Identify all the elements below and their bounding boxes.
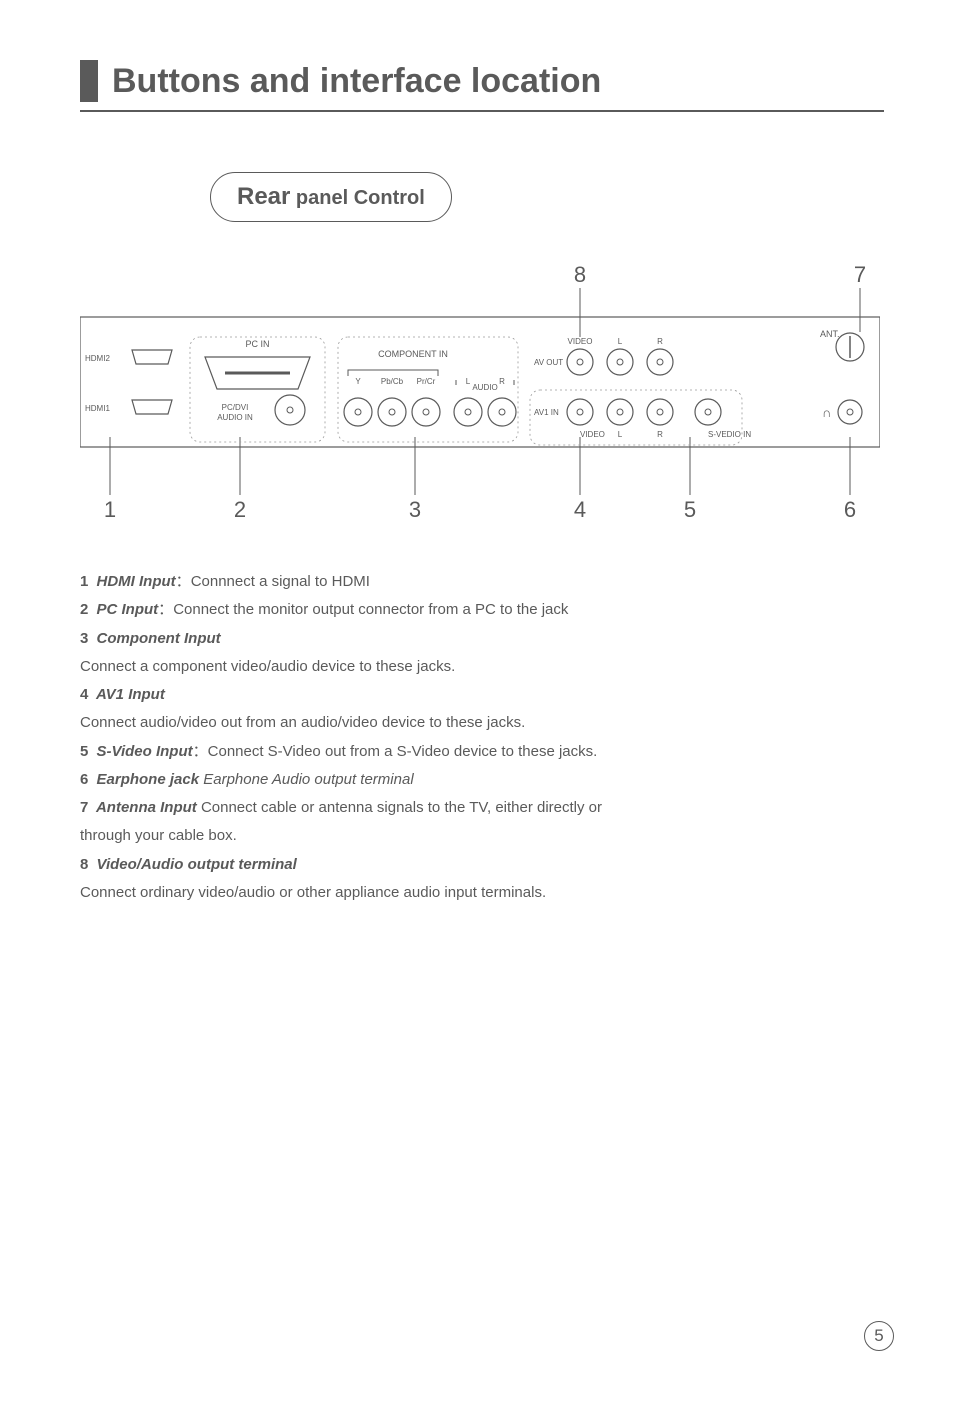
definition-item: 2 PC Input：Connect the monitor output co… (80, 600, 884, 620)
item-desc: Earphone Audio output terminal (199, 771, 414, 788)
svg-text:R: R (657, 430, 663, 439)
svg-text:L: L (618, 337, 623, 346)
item-number: 7 (80, 799, 88, 816)
svg-text:PC/DVI: PC/DVI (222, 403, 249, 412)
svg-text:∩: ∩ (822, 405, 831, 420)
svg-text:5: 5 (684, 497, 696, 522)
definition-item: 6 Earphone jack Earphone Audio output te… (80, 770, 884, 790)
item-subline: through your cable box. (80, 826, 884, 846)
svg-text:S-VEDIO IN: S-VEDIO IN (708, 430, 751, 439)
svg-text:6: 6 (844, 497, 856, 522)
item-desc: Connect S-Video out from a S-Video devic… (208, 743, 598, 760)
item-title: PC Input (92, 601, 158, 618)
page-number-wrap: 5 (864, 1321, 894, 1351)
svg-text:AUDIO: AUDIO (472, 383, 497, 392)
svg-text:L: L (466, 377, 471, 386)
svg-text:7: 7 (854, 262, 866, 287)
item-sep: ： (158, 601, 173, 618)
item-title: Antenna Input (92, 799, 196, 816)
definition-item: 7 Antenna Input Connect cable or antenna… (80, 798, 884, 818)
svg-text:HDMI2: HDMI2 (85, 354, 110, 363)
svg-text:4: 4 (574, 497, 586, 522)
svg-text:Pb/Cb: Pb/Cb (381, 377, 404, 386)
item-desc: Connect cable or antenna signals to the … (197, 799, 602, 816)
item-title: S-Video Input (92, 743, 192, 760)
badge-rest: panel Control (290, 187, 424, 209)
svg-text:ANT.: ANT. (820, 329, 840, 339)
item-sep: ： (176, 573, 191, 590)
svg-text:2: 2 (234, 497, 246, 522)
svg-text:VIDEO: VIDEO (580, 430, 605, 439)
definition-item: 5 S-Video Input：Connect S-Video out from… (80, 742, 884, 762)
section-badge: Rear panel Control (210, 172, 452, 222)
svg-text:Pr/Cr: Pr/Cr (417, 377, 436, 386)
title-accent-bar (80, 60, 98, 102)
svg-text:AV OUT: AV OUT (534, 358, 563, 367)
definitions-list: 1 HDMI Input：Connnect a signal to HDMI2 … (80, 572, 884, 903)
item-desc: Connnect a signal to HDMI (191, 573, 370, 590)
item-number: 4 (80, 686, 88, 703)
badge-strong: Rear (237, 183, 290, 210)
item-number: 5 (80, 743, 88, 760)
svg-text:R: R (657, 337, 663, 346)
svg-text:HDMI1: HDMI1 (85, 404, 110, 413)
item-number: 8 (80, 856, 88, 873)
item-number: 1 (80, 573, 88, 590)
svg-text:1: 1 (104, 497, 116, 522)
definition-item: 4 AV1 Input (80, 685, 884, 705)
page-header: Buttons and interface location (80, 60, 884, 112)
definition-item: 3 Component Input (80, 629, 884, 649)
definition-item: 1 HDMI Input：Connnect a signal to HDMI (80, 572, 884, 592)
svg-text:AV1 IN: AV1 IN (534, 408, 559, 417)
item-desc: Connect the monitor output connector fro… (173, 601, 568, 618)
svg-text:8: 8 (574, 262, 586, 287)
svg-text:PC IN: PC IN (245, 339, 269, 349)
svg-text:VIDEO: VIDEO (568, 337, 593, 346)
item-number: 3 (80, 630, 88, 647)
item-title: Component Input (92, 630, 220, 647)
svg-text:3: 3 (409, 497, 421, 522)
item-title: Video/Audio output terminal (92, 856, 296, 873)
item-number: 6 (80, 771, 88, 788)
item-subline: Connect audio/video out from an audio/vi… (80, 713, 884, 733)
svg-text:R: R (499, 377, 505, 386)
svg-text:AUDIO IN: AUDIO IN (217, 413, 253, 422)
item-title: HDMI Input (92, 573, 175, 590)
item-subline: Connect a component video/audio device t… (80, 657, 884, 677)
rear-panel-diagram: 8 7 1 2 3 4 5 6 HDMI2 HDMI1 PC IN PC/DVIAUDIO IN COM… (80, 262, 880, 542)
item-number: 2 (80, 601, 88, 618)
item-subline: Connect ordinary video/audio or other ap… (80, 883, 884, 903)
item-sep: ： (193, 743, 208, 760)
definition-item: 8 Video/Audio output terminal (80, 855, 884, 875)
svg-text:L: L (618, 430, 623, 439)
page-number: 5 (864, 1321, 894, 1351)
item-title: AV1 Input (92, 686, 165, 703)
item-title: Earphone jack (92, 771, 199, 788)
page-title: Buttons and interface location (112, 62, 601, 101)
svg-text:COMPONENT IN: COMPONENT IN (378, 349, 448, 359)
svg-text:Y: Y (355, 377, 361, 386)
